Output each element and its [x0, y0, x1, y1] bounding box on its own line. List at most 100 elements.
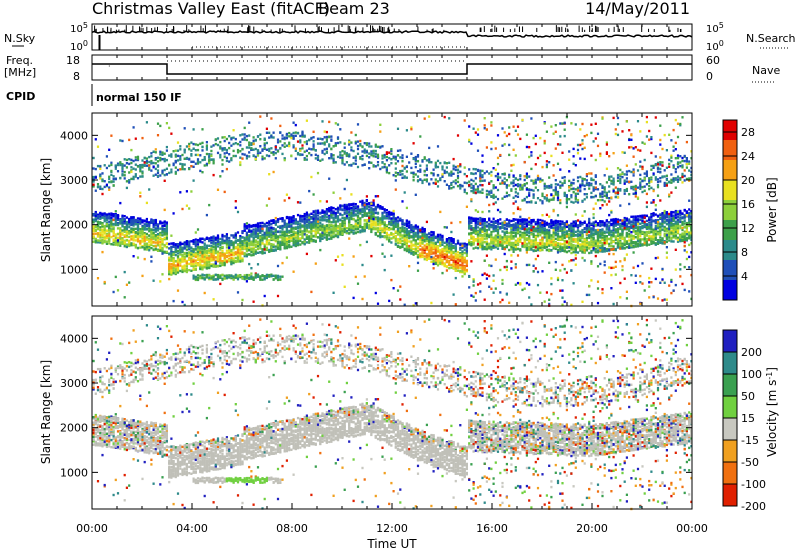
scatter-cell: [188, 254, 190, 256]
scatter-cell: [150, 228, 152, 230]
scatter-cell: [264, 138, 266, 140]
scatter-cell: [315, 157, 317, 159]
scatter-cell: [244, 237, 246, 239]
scatter-cell: [279, 147, 281, 149]
scatter-cell: [144, 165, 146, 167]
scatter-cell: [153, 223, 155, 225]
scatter-cell: [293, 233, 295, 235]
scatter-cell: [293, 238, 295, 240]
scatter-cell: [175, 150, 177, 152]
scatter-cell: [328, 210, 330, 212]
scatter-cell: [290, 216, 292, 218]
scatter-cell: [201, 251, 203, 253]
scatter-cell: [304, 229, 306, 231]
scatter-cell: [259, 251, 261, 253]
scatter-cell: [210, 241, 212, 243]
scatter-cell: [286, 239, 288, 241]
scatter-cell: [290, 225, 292, 227]
scatter-cell: [310, 221, 312, 223]
scatter-cell: [126, 216, 128, 218]
scatter-cell: [326, 140, 328, 142]
scatter-cell: [204, 292, 206, 294]
scatter-cell: [201, 277, 203, 279]
scatter-cell: [268, 220, 270, 222]
scatter-cell: [261, 279, 263, 281]
scatter-cell: [226, 138, 228, 140]
scatter-cell: [168, 154, 170, 156]
scatter-cell: [213, 239, 215, 241]
scatter-cell: [284, 231, 286, 233]
scatter-cell: [270, 135, 272, 137]
scatter-cell: [275, 152, 277, 154]
scatter-cell: [321, 120, 323, 122]
scatter-cell: [237, 250, 239, 252]
scatter-cell: [193, 268, 195, 270]
scatter-cell: [124, 231, 126, 233]
scatter-cell: [253, 155, 255, 157]
scatter-cell: [210, 146, 212, 148]
scatter-cell: [273, 239, 275, 241]
scatter-cell: [268, 155, 270, 157]
scatter-cell: [117, 224, 119, 226]
scatter-cell: [219, 147, 221, 149]
scatter-cell: [257, 275, 259, 277]
scatter-cell: [133, 176, 135, 178]
scatter-cell: [226, 240, 228, 242]
scatter-cell: [113, 230, 115, 232]
scatter-cell: [328, 207, 330, 209]
scatter-cell: [155, 248, 157, 250]
scatter-cell: [137, 232, 139, 234]
scatter-cell: [115, 237, 117, 239]
scatter-cell: [250, 225, 252, 227]
scatter-cell: [255, 243, 257, 245]
scatter-cell: [266, 274, 268, 276]
scatter-cell: [246, 227, 248, 229]
scatter-cell: [181, 271, 183, 273]
scatter-cell: [159, 157, 161, 159]
scatter-cell: [264, 278, 266, 280]
scatter-cell: [188, 269, 190, 271]
scatter-cell: [168, 172, 170, 174]
scatter-cell: [137, 224, 139, 226]
scatter-cell: [215, 238, 217, 240]
scatter-cell: [235, 252, 237, 254]
scatter-cell: [297, 201, 299, 203]
scatter-cell: [161, 238, 163, 240]
scatter-cell: [208, 156, 210, 158]
scatter-cell: [281, 228, 283, 230]
scatter-cell: [101, 251, 103, 253]
scatter-cell: [313, 230, 315, 232]
scatter-cell: [119, 233, 121, 235]
scatter-cell: [128, 241, 130, 243]
scatter-cell: [128, 163, 130, 165]
scatter-cell: [195, 278, 197, 280]
scatter-cell: [157, 175, 159, 177]
scatter-cell: [204, 156, 206, 158]
scatter-cell: [153, 236, 155, 238]
scatter-cell: [130, 224, 132, 226]
scatter-cell: [119, 237, 121, 239]
scatter-cell: [266, 236, 268, 238]
scatter-cell: [224, 152, 226, 154]
nsearch-tick-top: 105: [706, 21, 724, 35]
scatter-cell: [268, 198, 270, 200]
scatter-cell: [295, 228, 297, 230]
scatter-cell: [157, 160, 159, 162]
scatter-cell: [141, 236, 143, 238]
scatter-cell: [328, 238, 330, 240]
scatter-cell: [190, 240, 192, 242]
scatter-cell: [319, 212, 321, 214]
scatter-cell: [199, 161, 201, 163]
scatter-cell: [93, 213, 95, 215]
scatter-cell: [181, 254, 183, 256]
scatter-cell: [321, 215, 323, 217]
scatter-cell: [126, 180, 128, 182]
scatter-cell: [266, 128, 268, 130]
scatter-cell: [153, 229, 155, 231]
scatter-cell: [161, 273, 163, 275]
scatter-cell: [290, 234, 292, 236]
scatter-cell: [241, 277, 243, 279]
scatter-cell: [297, 238, 299, 240]
scatter-cell: [301, 224, 303, 226]
scatter-cell: [135, 231, 137, 233]
